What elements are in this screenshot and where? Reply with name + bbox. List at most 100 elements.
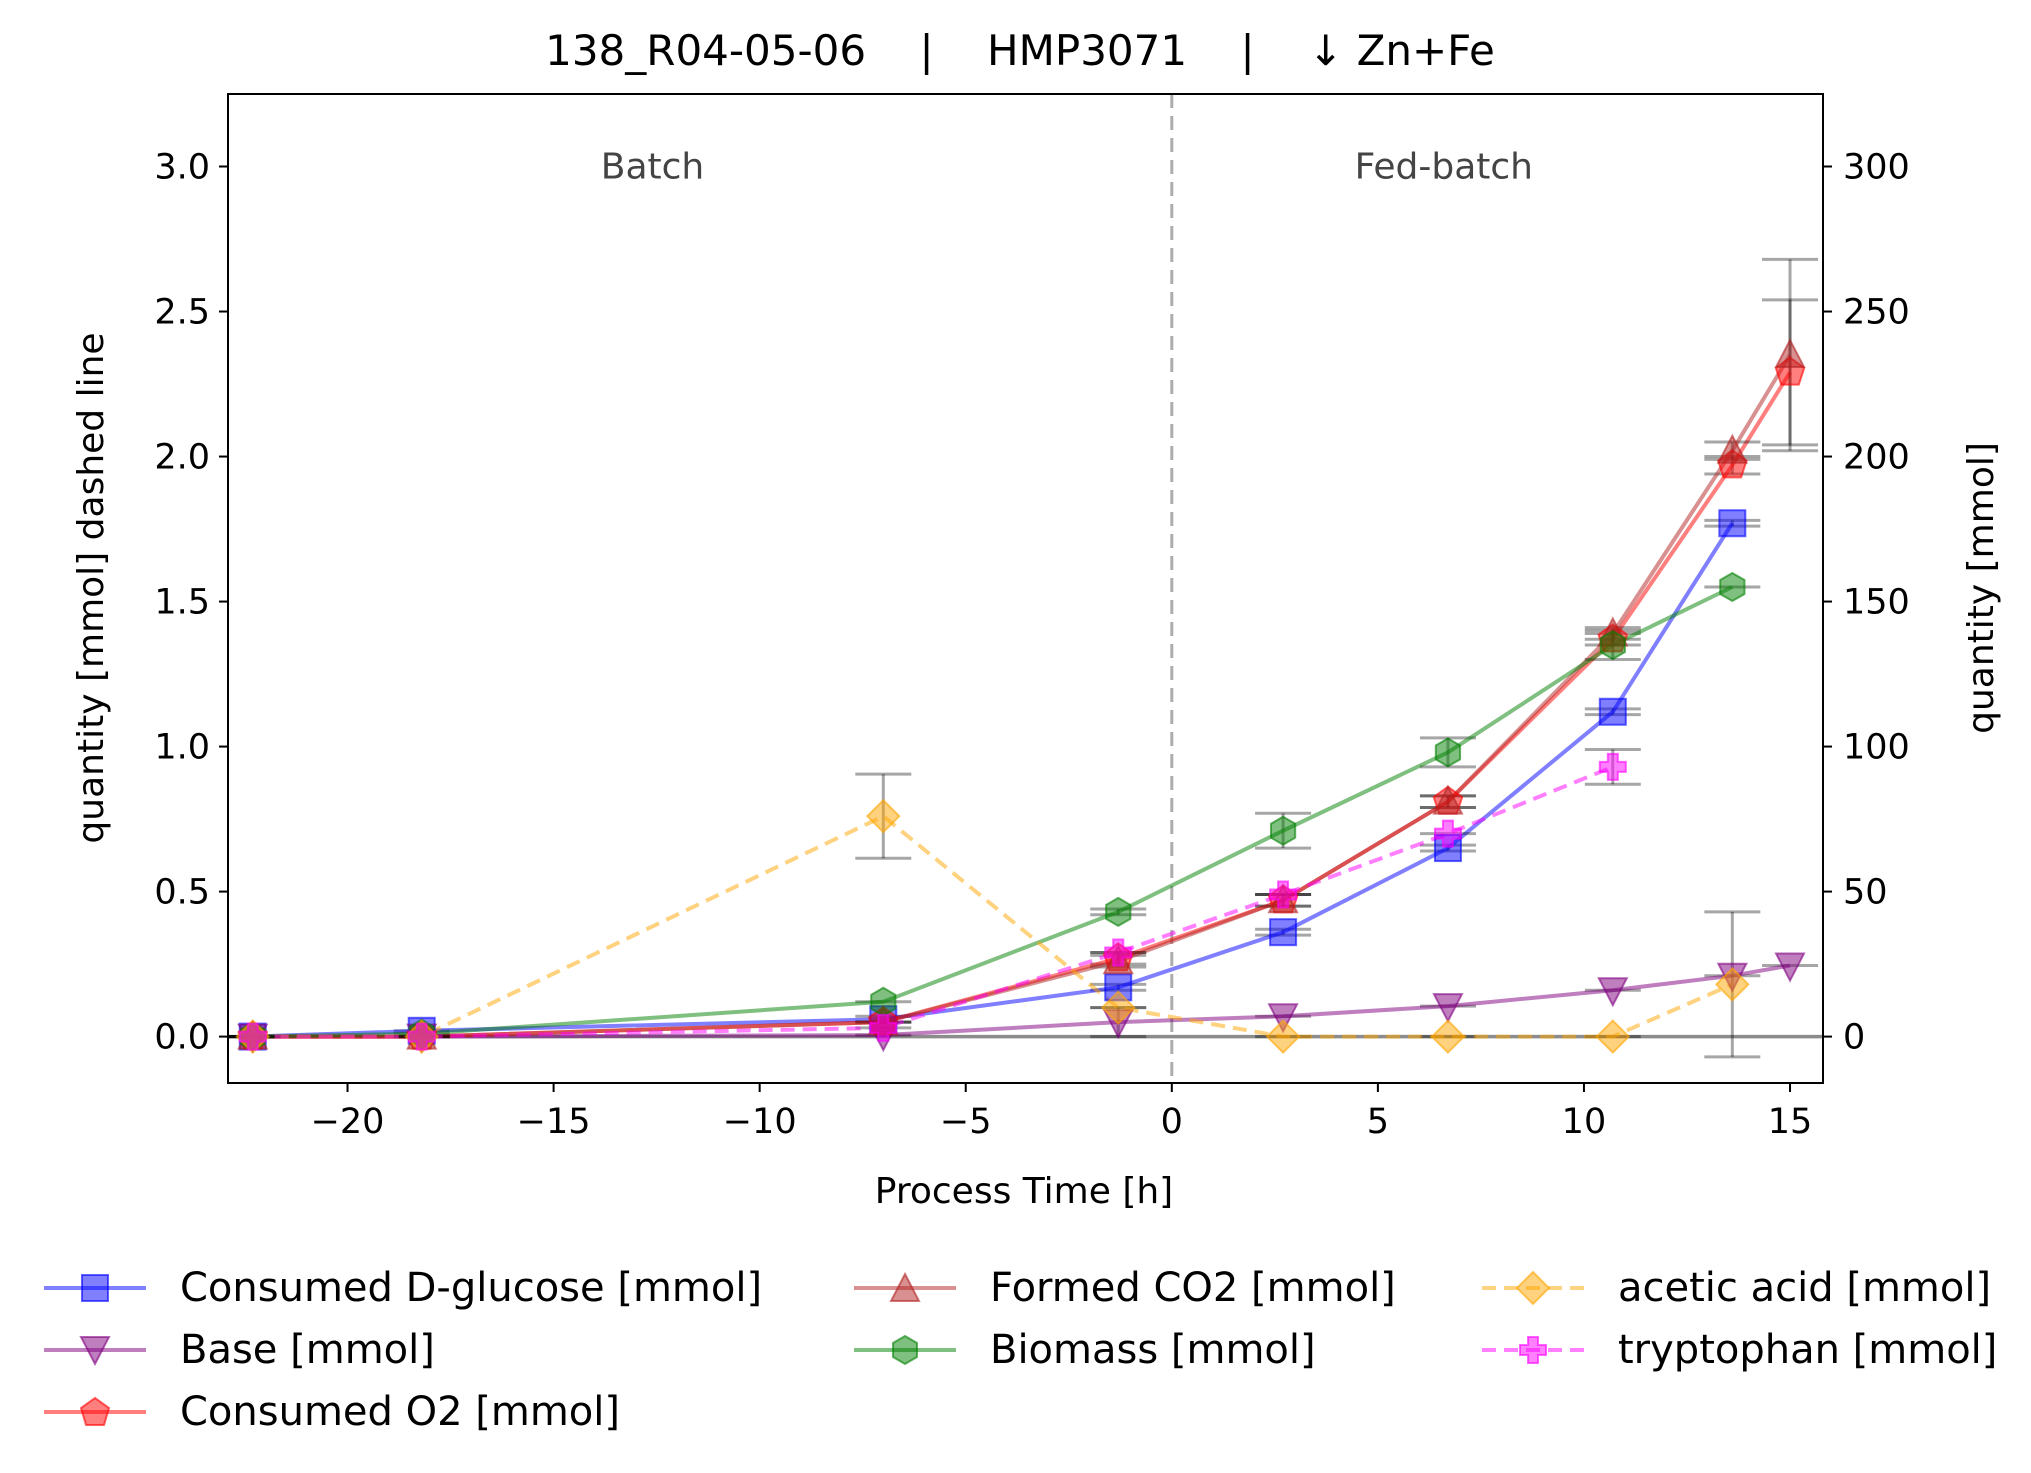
x-tick-label: 0: [1161, 1102, 1183, 1142]
legend-item-base: Base [mmol]: [40, 1324, 435, 1376]
x-tick-label: 5: [1367, 1102, 1389, 1142]
y-left-tick-label: 2.0: [154, 438, 210, 478]
series-6-markers: [238, 752, 1627, 1051]
y-right-tick-label: 250: [1843, 293, 1910, 333]
data-point: [1432, 993, 1464, 1024]
series-line: [252, 585, 1734, 1039]
legend-marker-biomass: [854, 1334, 956, 1366]
data-point: [1104, 938, 1133, 967]
legend-marker-tryptophan: [1482, 1336, 1584, 1364]
y-right-axis-ticks: 0 50 100 150 200 250 300: [1823, 148, 1910, 1058]
data-point: [1714, 966, 1750, 1002]
x-axis-ticks: −20 −15 −10 −5 0 5 10 15: [311, 1083, 1813, 1142]
x-tick-label: −5: [940, 1102, 992, 1142]
legend-label-base: Base [mmol]: [180, 1327, 435, 1373]
x-tick-label: 10: [1562, 1102, 1607, 1142]
y-right-tick-label: 200: [1843, 438, 1910, 478]
data-point: [1432, 784, 1464, 815]
legend-item-o2: Consumed O2 [mmol]: [40, 1386, 620, 1438]
plot-content: Batch Fed-batch: [228, 94, 1823, 1083]
y-left-axis-ticks: 0.0 0.5 1.0 1.5 2.0 2.5 3.0: [154, 148, 228, 1058]
data-point: [1774, 952, 1806, 983]
legend-marker-acetic: [1482, 1270, 1584, 1306]
y-left-tick-label: 0.5: [154, 873, 210, 913]
data-point: [1267, 1003, 1299, 1034]
data-point: [1270, 815, 1297, 846]
data-point: [1105, 896, 1132, 928]
legend-label-co2: Formed CO2 [mmol]: [990, 1265, 1396, 1311]
legend-marker-o2: [44, 1396, 146, 1426]
legend-item-glucose: Consumed D-glucose [mmol]: [40, 1262, 762, 1314]
plot-area: Batch Fed-batch: [228, 94, 1823, 1083]
y-left-tick-label: 2.5: [154, 293, 210, 333]
series-4-markers: [239, 571, 1746, 1052]
data-point: [865, 798, 901, 834]
plot-frame: [227, 93, 1824, 1084]
series-5-group: [228, 772, 1761, 1059]
data-point: [407, 1022, 436, 1051]
x-tick-label: −10: [723, 1102, 797, 1142]
data-point: [869, 1013, 898, 1042]
series-5-markers: [235, 798, 1750, 1055]
series-6-group: [228, 747, 1641, 1039]
legend-label-acetic: acetic acid [mmol]: [1618, 1265, 1992, 1311]
legend-item-tryptophan: tryptophan [mmol]: [1478, 1324, 1997, 1376]
legend-label-o2: Consumed O2 [mmol]: [180, 1389, 620, 1435]
y-left-tick-label: 1.0: [154, 728, 210, 768]
data-point: [1598, 697, 1627, 726]
legend-item-acetic: acetic acid [mmol]: [1478, 1262, 1991, 1314]
y-left-tick-label: 1.5: [154, 583, 210, 623]
data-point: [238, 1022, 267, 1051]
y-right-tick-label: 0: [1843, 1018, 1865, 1058]
y-right-tick-label: 100: [1843, 728, 1910, 768]
series-2-markers: [237, 356, 1806, 1050]
y-right-tick-label: 300: [1843, 148, 1910, 188]
series-4-group: [228, 585, 1761, 1039]
legend-label-biomass: Biomass [mmol]: [990, 1327, 1316, 1373]
y-left-tick-label: 3.0: [154, 148, 210, 188]
y-right-axis-label: quantity [mmol]: [1961, 442, 2002, 734]
legend: Consumed D-glucose [mmol] Base [mmol] Co…: [0, 1240, 2031, 1460]
series-3-group: [228, 257, 1819, 1039]
data-point: [1716, 433, 1748, 464]
phase-label: Batch: [601, 147, 704, 188]
series-line: [252, 765, 1614, 1039]
data-point: [1269, 880, 1298, 909]
y-right-tick-label: 50: [1843, 873, 1888, 913]
legend-marker-co2: [854, 1271, 956, 1302]
legend-item-biomass: Biomass [mmol]: [850, 1324, 1316, 1376]
y-right-tick-label: 150: [1843, 583, 1910, 623]
legend-label-tryptophan: tryptophan [mmol]: [1618, 1327, 1998, 1373]
data-point: [1269, 918, 1298, 947]
x-tick-label: −20: [311, 1102, 385, 1142]
x-tick-label: 15: [1768, 1102, 1813, 1142]
x-tick-label: −15: [517, 1102, 591, 1142]
data-point: [1100, 990, 1136, 1026]
legend-item-co2: Formed CO2 [mmol]: [850, 1262, 1396, 1314]
y-left-tick-label: 0.0: [154, 1018, 210, 1058]
series-line: [252, 353, 1792, 1039]
legend-label-glucose: Consumed D-glucose [mmol]: [180, 1265, 763, 1311]
data-point: [1774, 337, 1806, 369]
series-line: [252, 814, 1734, 1039]
data-point: [1430, 1019, 1466, 1055]
data-point: [1719, 571, 1746, 603]
series-line: [252, 371, 1792, 1039]
series-3-markers: [237, 337, 1806, 1050]
data-point: [1433, 819, 1462, 848]
legend-marker-glucose: [44, 1274, 146, 1302]
y-left-axis-label: quantity [mmol] dashed line: [71, 332, 112, 843]
data-point: [1599, 629, 1626, 661]
data-point: [1598, 752, 1627, 781]
data-point: [1595, 1019, 1631, 1055]
phase-label: Fed-batch: [1355, 147, 1533, 188]
legend-marker-base: [44, 1336, 146, 1367]
data-point: [1265, 1019, 1301, 1055]
data-point: [870, 986, 897, 1017]
data-point: [1718, 509, 1747, 538]
data-point: [1434, 737, 1462, 768]
series-0-markers: [238, 509, 1747, 1051]
data-point: [1597, 977, 1629, 1008]
x-axis-label: Process Time [h]: [875, 1171, 1173, 1212]
